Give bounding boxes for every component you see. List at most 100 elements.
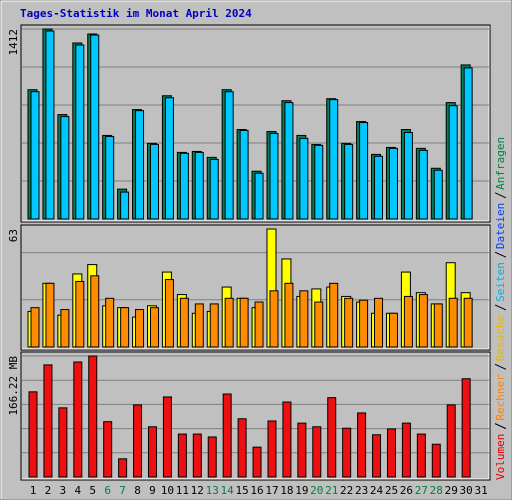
bar — [344, 297, 354, 348]
bar — [284, 102, 294, 220]
bar — [237, 418, 247, 478]
chart-title: Tages-Statistik im Monat April 2024 — [20, 7, 252, 20]
bar — [374, 297, 384, 348]
x-tick-label: 11 — [176, 484, 189, 497]
bar — [386, 428, 396, 478]
legend-item: Dateien — [494, 203, 507, 249]
x-tick-label: 25 — [385, 484, 398, 497]
bar — [314, 144, 324, 220]
bar — [194, 303, 204, 348]
bar — [209, 158, 219, 220]
x-tick-label: 14 — [221, 484, 235, 497]
bar — [73, 361, 83, 478]
bar — [239, 297, 249, 348]
bar — [30, 91, 40, 220]
bar — [252, 446, 262, 478]
x-tick-label: 7 — [119, 484, 126, 497]
bar — [209, 303, 219, 348]
x-tick-label: 15 — [235, 484, 248, 497]
x-tick-label: 6 — [104, 484, 111, 497]
bar — [299, 137, 309, 220]
bar — [75, 280, 85, 348]
bar — [30, 307, 40, 348]
legend-separator — [494, 304, 507, 311]
bar — [416, 433, 426, 478]
bar — [388, 312, 398, 348]
bar — [254, 172, 264, 220]
legend-item: Rechner — [494, 374, 507, 421]
bar — [359, 299, 369, 348]
bar — [374, 155, 384, 220]
bar — [284, 282, 294, 348]
x-tick-label: 17 — [265, 484, 278, 497]
bar — [224, 91, 234, 220]
legend-separator — [494, 363, 507, 370]
legend-separator — [494, 251, 507, 258]
x-tick-label: 28 — [430, 484, 443, 497]
bar — [162, 396, 172, 478]
bar — [120, 307, 130, 348]
y-tick-label: 166.22 MB — [7, 356, 20, 416]
bar — [418, 149, 428, 220]
x-tick-label: 1 — [30, 484, 37, 497]
x-tick-label: 8 — [134, 484, 141, 497]
bar — [164, 279, 174, 348]
x-tick-label: 2 — [45, 484, 52, 497]
bar — [118, 458, 128, 478]
bar — [43, 364, 53, 478]
bar — [388, 147, 398, 220]
x-tick-label: 22 — [340, 484, 353, 497]
legend-separator — [494, 423, 507, 430]
bar — [194, 151, 204, 220]
bar — [359, 122, 369, 220]
bar — [267, 420, 277, 478]
bar — [418, 294, 428, 348]
x-tick-label: 9 — [149, 484, 156, 497]
bar — [133, 404, 143, 478]
x-tick-label: 20 — [310, 484, 323, 497]
bar — [282, 401, 292, 478]
bar — [179, 152, 189, 220]
bar — [105, 136, 115, 220]
legend-item: Volumen — [494, 434, 507, 480]
legend-item: Anfragen — [494, 137, 507, 190]
bar — [327, 397, 337, 478]
legend-item: Besuche — [494, 315, 507, 361]
bar — [329, 99, 339, 220]
bar — [372, 434, 382, 478]
bar — [135, 110, 145, 220]
bar — [105, 297, 115, 348]
bar — [222, 393, 232, 478]
bar — [357, 412, 367, 478]
bar — [403, 295, 413, 348]
x-tick-label: 4 — [74, 484, 81, 497]
bar — [45, 282, 55, 348]
bar — [90, 34, 100, 220]
bar — [164, 97, 174, 220]
bar — [403, 131, 413, 220]
bar — [90, 275, 100, 348]
bar — [448, 297, 458, 348]
bar — [177, 433, 187, 478]
bar — [297, 422, 307, 478]
bar — [448, 105, 458, 220]
bar — [75, 44, 85, 220]
legend: Volumen Rechner Besuche Seiten Dateien Anfrag… — [494, 137, 507, 480]
bar — [239, 129, 249, 220]
x-tick-label: 13 — [206, 484, 219, 497]
bar — [269, 290, 279, 348]
bar — [179, 297, 189, 348]
bar — [120, 191, 130, 220]
x-tick-label: 10 — [161, 484, 174, 497]
x-tick-label: 19 — [295, 484, 308, 497]
bar — [299, 290, 309, 348]
x-tick-label: 12 — [191, 484, 204, 497]
bar — [312, 426, 322, 478]
bar — [192, 433, 202, 478]
x-tick-label: 24 — [370, 484, 384, 497]
bar — [463, 297, 473, 348]
bar — [28, 391, 38, 478]
bar — [314, 301, 324, 348]
x-tick-label: 16 — [250, 484, 263, 497]
